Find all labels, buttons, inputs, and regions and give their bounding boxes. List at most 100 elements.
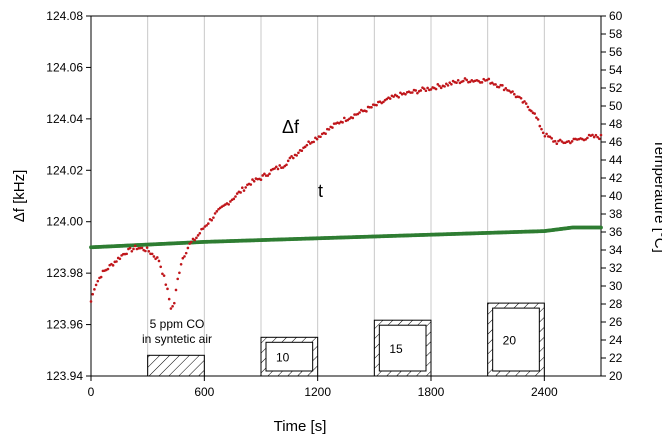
delta-f-point — [118, 257, 122, 261]
y-left-tick-label: 124.06 — [46, 60, 83, 74]
delta-f-point — [133, 244, 137, 248]
delta-f-point — [548, 135, 552, 139]
delta-f-point — [252, 179, 256, 183]
delta-f-point — [436, 83, 440, 86]
delta-f-point — [169, 307, 173, 310]
delta-f-point — [543, 134, 547, 138]
delta-f-point — [397, 95, 401, 99]
delta-f-point — [292, 156, 295, 160]
delta-f-point — [235, 192, 239, 195]
delta-f-point — [497, 85, 501, 89]
delta-f-point — [295, 154, 299, 157]
delta-f-point — [178, 271, 181, 275]
y-right-tick-label: 58 — [609, 27, 623, 41]
delta-f-point — [96, 279, 100, 283]
delta-f-point — [213, 212, 217, 215]
temperature-series — [89, 225, 603, 250]
delta-f-point — [584, 138, 587, 141]
delta-f-point — [553, 139, 557, 143]
delta-f-point — [288, 156, 292, 160]
delta-f-point — [540, 127, 543, 131]
pulse-annotation-line1: 5 ppm CO — [150, 317, 205, 331]
gridlines — [147, 16, 545, 376]
delta-f-point — [416, 91, 419, 95]
delta-f-point — [535, 116, 538, 119]
delta-f-point — [550, 137, 553, 140]
delta-f-point — [89, 300, 93, 303]
delta-f-point — [195, 236, 198, 240]
delta-f-point — [193, 238, 196, 242]
y-right-tick-label: 38 — [609, 207, 623, 221]
delta-f-point — [494, 83, 497, 86]
x-tick-label: 600 — [194, 385, 214, 399]
delta-f-point — [331, 126, 334, 129]
delta-f-point — [215, 210, 219, 213]
delta-f-point — [594, 133, 598, 137]
delta-f-point — [115, 260, 118, 263]
delta-f-point — [285, 163, 288, 167]
delta-f-point — [150, 252, 154, 256]
delta-f-point — [171, 304, 174, 308]
delta-f-point — [545, 132, 548, 136]
y-right-tick-label: 52 — [609, 81, 623, 95]
delta-f-point — [166, 287, 169, 291]
delta-f-point — [242, 189, 246, 192]
delta-f-point — [523, 100, 526, 103]
delta-f-point — [445, 82, 448, 86]
delta-f-point — [358, 111, 361, 114]
y-right-tick-label: 32 — [609, 261, 623, 275]
delta-f-point — [93, 288, 96, 291]
delta-f-point — [266, 174, 270, 177]
delta-f-point — [392, 95, 395, 98]
delta-f-point — [305, 143, 309, 147]
delta-f-point — [190, 240, 193, 244]
y-right-tick-label: 46 — [609, 135, 623, 149]
y-right-tick-label: 24 — [609, 333, 623, 347]
delta-f-point — [147, 249, 151, 253]
delta-f-point — [315, 137, 319, 141]
delta-f-point — [111, 264, 115, 267]
temp-series-label: t — [318, 181, 323, 201]
delta-f-point — [450, 82, 453, 86]
temp-point — [599, 225, 603, 230]
y-right-tick-label: 28 — [609, 297, 623, 311]
delta-f-point — [343, 116, 346, 120]
delta-f-point — [207, 222, 210, 225]
delta-f-point — [465, 78, 469, 82]
delta-f-point — [504, 87, 508, 90]
delta-f-point — [513, 92, 516, 96]
delta-f-point — [487, 77, 491, 81]
delta-f-point — [591, 133, 594, 137]
delta-f-point — [174, 288, 178, 292]
delta-f-point — [501, 84, 504, 87]
delta-f-series — [89, 77, 603, 310]
delta-f-point — [140, 246, 144, 250]
delta-f-point — [300, 149, 304, 153]
delta-f-point — [337, 121, 341, 125]
delta-f-point — [156, 256, 159, 259]
y-right-tick-label: 30 — [609, 279, 623, 293]
pulse-annotation-line2: in syntetic air — [142, 332, 212, 346]
delta-f-point — [244, 186, 247, 189]
y-right-tick-label: 20 — [609, 369, 623, 383]
delta-f-point — [312, 140, 316, 144]
delta-f-point — [212, 216, 215, 219]
delta-f-point — [480, 81, 484, 84]
delta-f-point — [586, 136, 589, 140]
delta-f-point — [273, 167, 276, 170]
delta-f-point — [502, 88, 506, 92]
delta-f-point — [186, 246, 190, 250]
delta-f-point — [198, 232, 202, 235]
delta-f-point — [210, 218, 213, 222]
delta-f-point — [351, 116, 355, 120]
delta-f-point — [227, 203, 230, 206]
delta-f-point — [234, 195, 237, 198]
delta-f-point — [341, 121, 344, 124]
delta-f-point — [434, 87, 438, 91]
y-left-tick-label: 123.98 — [46, 266, 83, 280]
delta-f-point — [426, 86, 429, 90]
delta-f-point — [463, 77, 467, 80]
y-left-tick-label: 124.08 — [46, 9, 83, 23]
delta-f-point — [159, 265, 162, 269]
